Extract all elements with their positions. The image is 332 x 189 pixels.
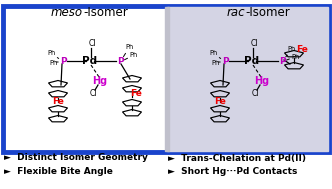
FancyBboxPatch shape	[3, 6, 329, 152]
Text: Cl: Cl	[88, 40, 96, 49]
Text: Fe: Fe	[296, 46, 308, 54]
Text: Ph: Ph	[209, 50, 217, 56]
Text: -Isomer: -Isomer	[245, 5, 290, 19]
Text: ►  Short Hg···Pd Contacts: ► Short Hg···Pd Contacts	[168, 167, 297, 176]
Text: Ph: Ph	[212, 60, 220, 66]
Text: Cl: Cl	[89, 88, 97, 98]
Text: ►  Flexible Bite Angle: ► Flexible Bite Angle	[4, 167, 113, 176]
Text: Hg: Hg	[254, 76, 270, 86]
Text: Ph: Ph	[47, 50, 55, 56]
Text: Ph: Ph	[50, 60, 58, 66]
Bar	[167, 7, 328, 151]
Text: ►  Distinct Isomer Geometry: ► Distinct Isomer Geometry	[4, 153, 148, 163]
Text: -Isomer: -Isomer	[83, 5, 128, 19]
Text: Hg: Hg	[92, 76, 108, 86]
Text: Fe: Fe	[52, 98, 64, 106]
Text: Pd: Pd	[82, 56, 98, 66]
Text: Ph: Ph	[126, 44, 134, 50]
Text: Ph: Ph	[292, 54, 300, 60]
Text: P: P	[279, 57, 285, 66]
Text: meso: meso	[51, 5, 83, 19]
Text: P: P	[60, 57, 66, 66]
Text: Ph: Ph	[130, 52, 138, 58]
Text: Ph: Ph	[288, 46, 296, 52]
Text: P: P	[222, 57, 228, 66]
Text: rac: rac	[226, 5, 245, 19]
Text: Pd: Pd	[244, 56, 260, 66]
Text: P: P	[117, 57, 123, 66]
Text: Fe: Fe	[130, 88, 142, 98]
Text: Fe: Fe	[214, 98, 226, 106]
Bar	[165, 7, 169, 151]
Text: ►  Trans-Chelation at Pd(II): ► Trans-Chelation at Pd(II)	[168, 153, 306, 163]
Text: Cl: Cl	[250, 40, 258, 49]
Text: Cl: Cl	[251, 88, 259, 98]
